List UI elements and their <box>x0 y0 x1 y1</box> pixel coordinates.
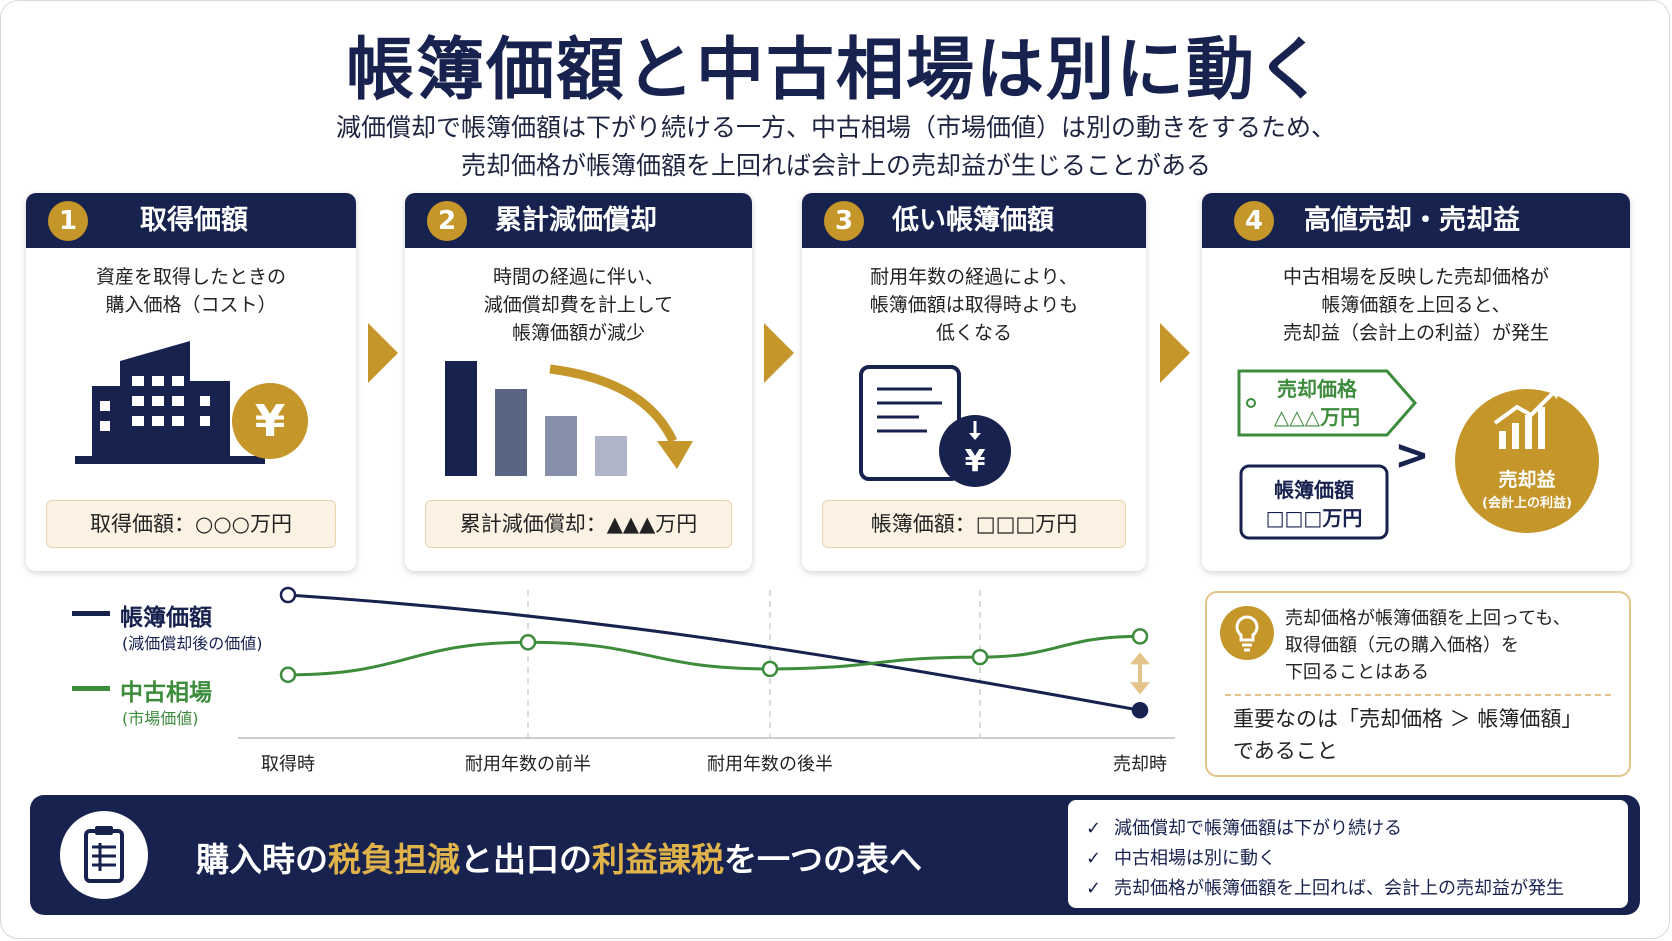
tip-divider <box>1225 694 1611 696</box>
x-tick-label: 取得時 <box>261 754 315 775</box>
declining-bars-icon <box>445 361 693 476</box>
checklist-item: ✓ 中古相場は別に動く <box>1086 848 1276 869</box>
step-title: 低い帳簿価額 <box>892 205 1054 236</box>
step-card-4: 4 高値売却・売却益 中古相場を反映した売却価格が 帳簿価額を上回ると、 売却益… <box>1202 193 1630 571</box>
building-yen-icon: ¥ <box>75 341 308 464</box>
tip-box: 売却価格が帳簿価額を上回っても、 取得価額（元の購入価格）を 下回ることはある … <box>1205 591 1631 777</box>
svg-text:(会計上の利益): (会計上の利益) <box>1482 495 1572 511</box>
step-description: 耐用年数の経過により、 帳簿価額は取得時よりも 低くなる <box>869 266 1079 344</box>
flow-arrow-2 <box>764 323 794 383</box>
check-icon: ✓ <box>1086 878 1102 899</box>
flow-arrow-1 <box>368 323 398 383</box>
legend-book-value-sub: (減価償却後の価値) <box>122 634 263 653</box>
svg-text:¥: ¥ <box>965 444 986 479</box>
accumulated-depreciation-box: 累計減価償却：▲▲▲万円 <box>425 500 732 548</box>
svg-text:△△△万円: △△△万円 <box>1274 405 1360 429</box>
acquisition-value-box: 取得価額：○○○万円 <box>46 500 336 548</box>
banner-headline: 購入時の税負担減と出口の利益課税を一つの表へ <box>196 840 922 879</box>
x-tick-label: 売却時 <box>1113 754 1167 775</box>
step-card-header: 2 累計減価償却 <box>405 193 752 248</box>
gain-circle: 売却益 (会計上の利益) <box>1455 387 1599 533</box>
clipboard-icon <box>60 811 148 899</box>
x-tick-label: 耐用年数の前半 <box>465 754 591 775</box>
lightbulb-icon <box>1220 606 1274 660</box>
step-description: 中古相場を反映した売却価格が 帳簿価額を上回ると、 売却益（会計上の利益）が発生 <box>1282 266 1549 344</box>
svg-text:売却価格: 売却価格 <box>1277 377 1358 401</box>
step-number-badge: 2 <box>427 201 467 241</box>
check-icon: ✓ <box>1086 818 1102 839</box>
check-icon: ✓ <box>1086 848 1102 869</box>
step-title: 取得価額 <box>140 205 248 236</box>
legend-swatch-book <box>72 611 110 616</box>
market-value-point <box>761 660 779 678</box>
step-card-header: 3 低い帳簿価額 <box>802 193 1146 248</box>
value-trend-chart <box>238 586 1175 739</box>
legend-market-value-sub: (市場価値) <box>122 709 199 728</box>
market-value-point <box>971 648 989 666</box>
market-value-point <box>519 634 537 651</box>
svg-text:売却益: 売却益 <box>1498 468 1555 491</box>
checklist-item: ✓ 売却価格が帳簿価額を上回れば、会計上の売却益が発生 <box>1086 878 1564 899</box>
step-card-2: 2 累計減価償却 時間の経過に伴い、 減価償却費を計上して 帳簿価額が減少 累計… <box>405 193 752 571</box>
book-value-point <box>1131 702 1149 719</box>
step-card-header: 1 取得価額 <box>26 193 356 248</box>
greater-than-sign: > <box>1394 430 1429 479</box>
document-yen-icon: ¥ <box>859 365 1011 487</box>
tip-key-point: 重要なのは「売却価格 ＞ 帳簿価額」 であること <box>1233 707 1583 763</box>
gap-arrow-head-up <box>1130 652 1150 665</box>
subtitle-line-2: 売却価格が帳簿価額を上回れば会計上の売却益が生じることがある <box>460 151 1211 180</box>
legend-market-value: 中古相場 <box>120 680 212 706</box>
step-card-header: 4 高値売却・売却益 <box>1202 193 1630 248</box>
sale-price-tag: 売却価格 △△△万円 <box>1237 369 1417 437</box>
svg-text:□□□万円: □□□万円 <box>1266 506 1363 530</box>
market-value-line <box>287 634 1141 677</box>
flow-arrow-3 <box>1160 323 1190 383</box>
sale-vs-book-visual: 売却価格 △△△万円 帳簿価額 □□□万円 > 売却益 (会計上の利益) <box>1237 369 1599 540</box>
step-number-badge: 3 <box>824 201 864 241</box>
checklist-item: ✓ 減価償却で帳簿価額は下がり続ける <box>1086 818 1402 839</box>
svg-text:¥: ¥ <box>255 396 286 447</box>
step-card-1: 1 取得価額 資産を取得したときの 購入価格（コスト） ¥ 取得価額：○○○万円 <box>26 193 356 571</box>
step-card-3: 3 低い帳簿価額 耐用年数の経過により、 帳簿価額は取得時よりも 低くなる ¥ … <box>802 193 1146 571</box>
gap-arrow-head-down <box>1130 682 1150 695</box>
book-value-line <box>287 593 1141 712</box>
step-title: 高値売却・売却益 <box>1304 205 1520 236</box>
legend-book-value: 帳簿価額 <box>120 605 212 631</box>
step-number-badge: 1 <box>48 201 88 241</box>
book-value-point <box>279 586 297 604</box>
x-tick-label: 耐用年数の後半 <box>707 754 833 775</box>
step-title: 累計減価償却 <box>495 205 657 236</box>
book-value-box: 帳簿価額：□□□万円 <box>822 500 1126 548</box>
step-number-badge: 4 <box>1234 201 1274 241</box>
legend-swatch-market <box>72 686 110 691</box>
svg-text:帳簿価額: 帳簿価額 <box>1274 478 1354 502</box>
market-value-point <box>279 666 297 684</box>
book-value-tag: 帳簿価額 □□□万円 <box>1239 464 1389 540</box>
step-description: 資産を取得したときの 購入価格（コスト） <box>95 266 286 316</box>
page-title: 帳簿価額と中古相場は別に動く <box>345 31 1326 110</box>
summary-checklist: ✓ 減価償却で帳簿価額は下がり続ける ✓ 中古相場は別に動く ✓ 売却価格が帳簿価額を… <box>1068 800 1628 908</box>
market-value-point <box>1131 628 1149 645</box>
tip-text: 売却価格が帳簿価額を上回っても、 取得価額（元の購入価格）を 下回ることはある <box>1285 608 1571 683</box>
step-description: 時間の経過に伴い、 減価償却費を計上して 帳簿価額が減少 <box>483 266 674 344</box>
subtitle-line-1: 減価償却で帳簿価額は下がり続ける一方、中古相場（市場価値）は別の動きをするため、 <box>335 113 1336 142</box>
